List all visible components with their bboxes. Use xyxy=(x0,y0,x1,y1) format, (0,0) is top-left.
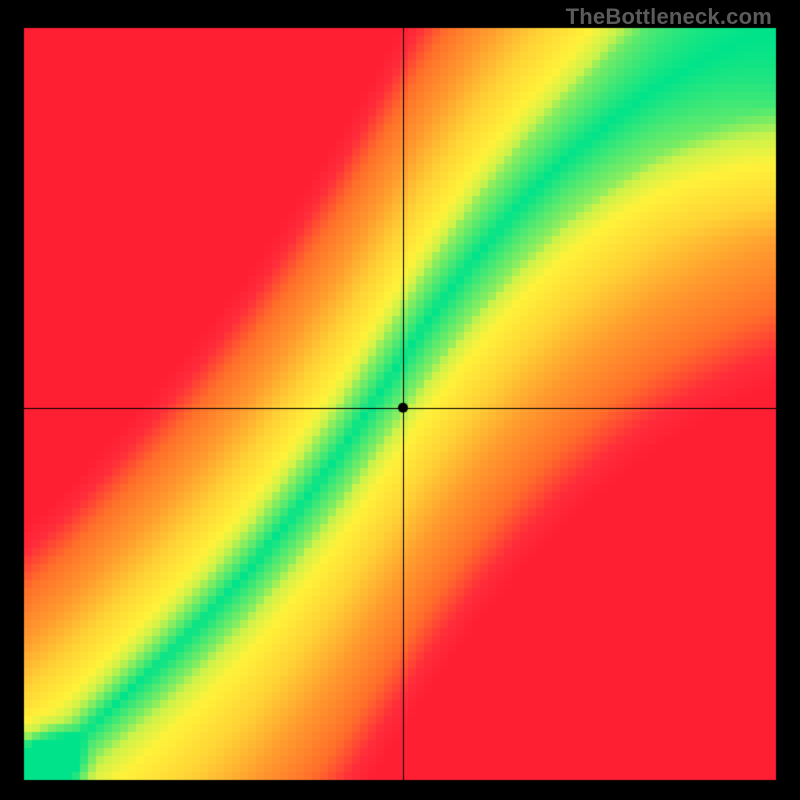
heatmap-canvas xyxy=(0,0,800,800)
watermark-text: TheBottleneck.com xyxy=(566,4,772,30)
chart-container: TheBottleneck.com xyxy=(0,0,800,800)
